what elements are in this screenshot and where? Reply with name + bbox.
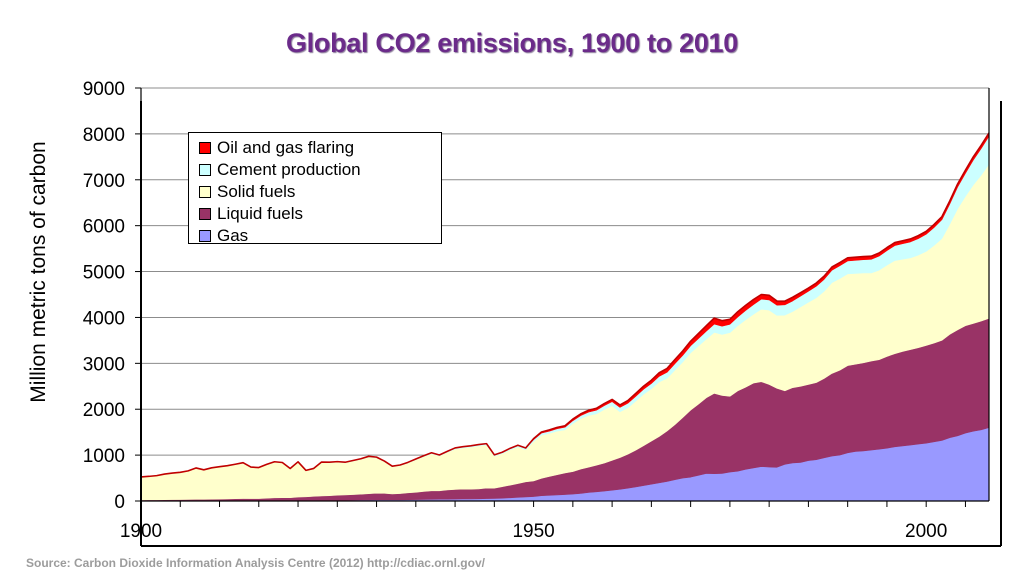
legend-label-solid: Solid fuels	[217, 182, 296, 201]
legend-item-liquid: Liquid fuels	[199, 203, 441, 225]
legend-item-flaring: Oil and gas flaring	[199, 137, 441, 159]
legend-item-cement: Cement production	[199, 159, 441, 181]
legend-item-gas: Gas	[199, 225, 441, 247]
x-tick-label-2000: 2000	[905, 521, 947, 542]
x-tick-label-1950: 1950	[512, 521, 554, 542]
legend-label-gas: Gas	[217, 226, 249, 245]
y-tick-label-1000: 1000	[83, 446, 125, 467]
y-tick-label-4000: 4000	[83, 308, 125, 329]
y-tick-label-6000: 6000	[83, 217, 125, 238]
total-outline	[140, 132, 990, 478]
area-series	[140, 132, 990, 502]
legend-swatch-cement	[199, 164, 211, 176]
legend-swatch-liquid	[199, 208, 211, 220]
x-tick-label-1900: 1900	[120, 521, 162, 542]
y-tick-label-7000: 7000	[83, 171, 125, 192]
source-note: Source: Carbon Dioxide Information Analy…	[26, 556, 485, 570]
legend-swatch-flaring	[199, 142, 211, 154]
legend-label-flaring: Oil and gas flaring	[217, 138, 355, 157]
legend-item-solid: Solid fuels	[199, 181, 441, 203]
chart-title: Global CO2 emissions, 1900 to 2010	[285, 28, 738, 58]
legend: Oil and gas flaring Cement production So…	[188, 132, 442, 247]
axes	[135, 87, 1002, 547]
y-tick-label-9000: 9000	[83, 79, 125, 100]
y-tick-label-8000: 8000	[83, 125, 125, 146]
tick-labels: 0 1000 2000 3000 4000 5000 6000 7000 8000 9000 190…	[83, 79, 948, 542]
y-tick-label-2000: 2000	[83, 400, 125, 421]
legend-swatch-gas	[199, 230, 211, 242]
y-tick-label-5000: 5000	[83, 263, 125, 284]
y-tick-label-0: 0	[114, 492, 125, 513]
y-tick-label-3000: 3000	[83, 354, 125, 375]
legend-label-cement: Cement production	[217, 160, 361, 179]
legend-label-liquid: Liquid fuels	[217, 204, 304, 223]
legend-swatch-solid	[199, 186, 211, 198]
